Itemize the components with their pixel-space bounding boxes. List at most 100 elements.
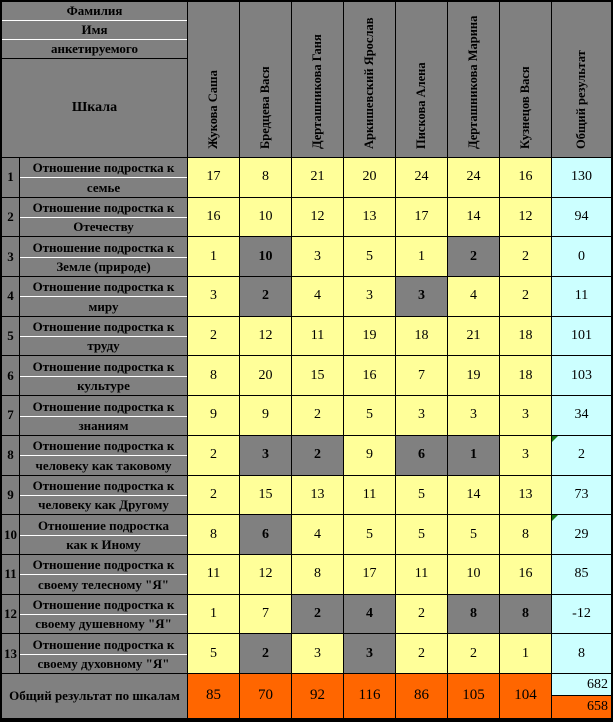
data-cell-r5-c3[interactable]: 11 bbox=[292, 316, 343, 356]
row-number-3[interactable]: 3 bbox=[2, 237, 19, 277]
data-cell-r5-c6[interactable]: 21 bbox=[448, 316, 499, 356]
data-cell-r1-c6[interactable]: 24 bbox=[448, 158, 499, 197]
data-cell-r9-c5[interactable]: 5 bbox=[396, 475, 447, 515]
data-cell-r4-c3[interactable]: 4 bbox=[292, 277, 343, 316]
data-cell-r2-c7[interactable]: 12 bbox=[500, 197, 551, 237]
data-cell-r6-c3[interactable]: 15 bbox=[292, 356, 343, 396]
data-cell-r8-c6[interactable]: 1 bbox=[448, 435, 499, 475]
data-cell-r3-c3[interactable]: 3 bbox=[292, 237, 343, 277]
data-cell-r11-c1[interactable]: 11 bbox=[188, 554, 239, 594]
data-cell-r10-c3[interactable]: 4 bbox=[292, 515, 343, 554]
footer-total-c6[interactable]: 105 bbox=[448, 673, 499, 718]
data-cell-r9-c4[interactable]: 11 bbox=[344, 475, 395, 515]
data-cell-r1-c2[interactable]: 8 bbox=[240, 158, 291, 197]
column-header-5[interactable]: Пискова Алена bbox=[396, 2, 447, 157]
data-cell-r7-c6[interactable]: 3 bbox=[448, 396, 499, 435]
row-number-10[interactable]: 10 bbox=[2, 515, 19, 554]
data-cell-r2-c6[interactable]: 14 bbox=[448, 197, 499, 237]
data-cell-r13-c2[interactable]: 2 bbox=[240, 634, 291, 673]
data-cell-r5-c1[interactable]: 2 bbox=[188, 316, 239, 356]
row-label-1[interactable]: Отношение подростка к семье bbox=[20, 158, 187, 197]
data-cell-r6-c1[interactable]: 8 bbox=[188, 356, 239, 396]
row-total-12[interactable]: -12 bbox=[552, 594, 611, 634]
data-cell-r5-c5[interactable]: 18 bbox=[396, 316, 447, 356]
row-number-7[interactable]: 7 bbox=[2, 396, 19, 435]
data-cell-r11-c7[interactable]: 16 bbox=[500, 554, 551, 594]
data-cell-r6-c7[interactable]: 18 bbox=[500, 356, 551, 396]
data-cell-r10-c7[interactable]: 8 bbox=[500, 515, 551, 554]
row-label-12[interactable]: Отношение подростка к своему душевному "Я… bbox=[20, 594, 187, 634]
data-cell-r2-c5[interactable]: 17 bbox=[396, 197, 447, 237]
footer-total-c5[interactable]: 86 bbox=[396, 673, 447, 718]
row-total-2[interactable]: 94 bbox=[552, 197, 611, 237]
column-header-1[interactable]: Жукова Саша bbox=[188, 2, 239, 157]
footer-total-c7[interactable]: 104 bbox=[500, 673, 551, 718]
data-cell-r12-c4[interactable]: 4 bbox=[344, 594, 395, 634]
row-label-5[interactable]: Отношение подростка к труду bbox=[20, 316, 187, 356]
footer-total-c4[interactable]: 116 bbox=[344, 673, 395, 718]
data-cell-r6-c4[interactable]: 16 bbox=[344, 356, 395, 396]
column-header-total[interactable]: Общий результат bbox=[552, 2, 611, 157]
data-cell-r11-c6[interactable]: 10 bbox=[448, 554, 499, 594]
grand-total-cell[interactable]: 682 658 bbox=[552, 673, 611, 718]
row-total-5[interactable]: 101 bbox=[552, 316, 611, 356]
data-cell-r10-c4[interactable]: 5 bbox=[344, 515, 395, 554]
data-cell-r12-c7[interactable]: 8 bbox=[500, 594, 551, 634]
data-cell-r3-c5[interactable]: 1 bbox=[396, 237, 447, 277]
data-cell-r4-c5[interactable]: 3 bbox=[396, 277, 447, 316]
row-total-10[interactable]: 29 bbox=[552, 515, 611, 554]
data-cell-r3-c2[interactable]: 10 bbox=[240, 237, 291, 277]
row-total-9[interactable]: 73 bbox=[552, 475, 611, 515]
data-cell-r12-c1[interactable]: 1 bbox=[188, 594, 239, 634]
data-cell-r6-c6[interactable]: 19 bbox=[448, 356, 499, 396]
row-number-9[interactable]: 9 bbox=[2, 475, 19, 515]
data-cell-r9-c6[interactable]: 14 bbox=[448, 475, 499, 515]
data-cell-r13-c5[interactable]: 2 bbox=[396, 634, 447, 673]
data-cell-r4-c1[interactable]: 3 bbox=[188, 277, 239, 316]
row-label-13[interactable]: Отношение подростка к своему духовному "Я… bbox=[20, 634, 187, 673]
data-cell-r6-c2[interactable]: 20 bbox=[240, 356, 291, 396]
data-cell-r1-c7[interactable]: 16 bbox=[500, 158, 551, 197]
row-label-9[interactable]: Отношение подростка к человеку как Другом… bbox=[20, 475, 187, 515]
data-cell-r1-c4[interactable]: 20 bbox=[344, 158, 395, 197]
data-cell-r5-c7[interactable]: 18 bbox=[500, 316, 551, 356]
row-number-2[interactable]: 2 bbox=[2, 197, 19, 237]
data-cell-r8-c4[interactable]: 9 bbox=[344, 435, 395, 475]
row-number-4[interactable]: 4 bbox=[2, 277, 19, 316]
data-cell-r3-c4[interactable]: 5 bbox=[344, 237, 395, 277]
data-cell-r2-c1[interactable]: 16 bbox=[188, 197, 239, 237]
data-cell-r11-c4[interactable]: 17 bbox=[344, 554, 395, 594]
data-cell-r13-c1[interactable]: 5 bbox=[188, 634, 239, 673]
data-cell-r10-c2[interactable]: 6 bbox=[240, 515, 291, 554]
footer-total-c1[interactable]: 85 bbox=[188, 673, 239, 718]
data-cell-r13-c7[interactable]: 1 bbox=[500, 634, 551, 673]
data-cell-r7-c4[interactable]: 5 bbox=[344, 396, 395, 435]
data-cell-r1-c3[interactable]: 21 bbox=[292, 158, 343, 197]
data-cell-r1-c5[interactable]: 24 bbox=[396, 158, 447, 197]
data-cell-r4-c7[interactable]: 2 bbox=[500, 277, 551, 316]
data-cell-r11-c5[interactable]: 11 bbox=[396, 554, 447, 594]
data-cell-r4-c2[interactable]: 2 bbox=[240, 277, 291, 316]
row-label-4[interactable]: Отношение подростка к миру bbox=[20, 277, 187, 316]
data-cell-r13-c3[interactable]: 3 bbox=[292, 634, 343, 673]
data-cell-r8-c3[interactable]: 2 bbox=[292, 435, 343, 475]
row-total-1[interactable]: 130 bbox=[552, 158, 611, 197]
data-cell-r5-c2[interactable]: 12 bbox=[240, 316, 291, 356]
data-cell-r8-c1[interactable]: 2 bbox=[188, 435, 239, 475]
grand-total-lower[interactable]: 658 bbox=[552, 696, 611, 718]
data-cell-r3-c1[interactable]: 1 bbox=[188, 237, 239, 277]
data-cell-r10-c6[interactable]: 5 bbox=[448, 515, 499, 554]
data-cell-r4-c6[interactable]: 4 bbox=[448, 277, 499, 316]
row-total-7[interactable]: 34 bbox=[552, 396, 611, 435]
corner-header-cell[interactable]: Фамилия Имя анкетируемого Шкала bbox=[2, 2, 187, 157]
data-cell-r2-c2[interactable]: 10 bbox=[240, 197, 291, 237]
data-cell-r10-c5[interactable]: 5 bbox=[396, 515, 447, 554]
data-cell-r5-c4[interactable]: 19 bbox=[344, 316, 395, 356]
data-cell-r2-c4[interactable]: 13 bbox=[344, 197, 395, 237]
row-number-6[interactable]: 6 bbox=[2, 356, 19, 396]
data-cell-r12-c2[interactable]: 7 bbox=[240, 594, 291, 634]
data-cell-r7-c2[interactable]: 9 bbox=[240, 396, 291, 435]
data-cell-r9-c1[interactable]: 2 bbox=[188, 475, 239, 515]
data-cell-r12-c6[interactable]: 8 bbox=[448, 594, 499, 634]
data-cell-r9-c3[interactable]: 13 bbox=[292, 475, 343, 515]
